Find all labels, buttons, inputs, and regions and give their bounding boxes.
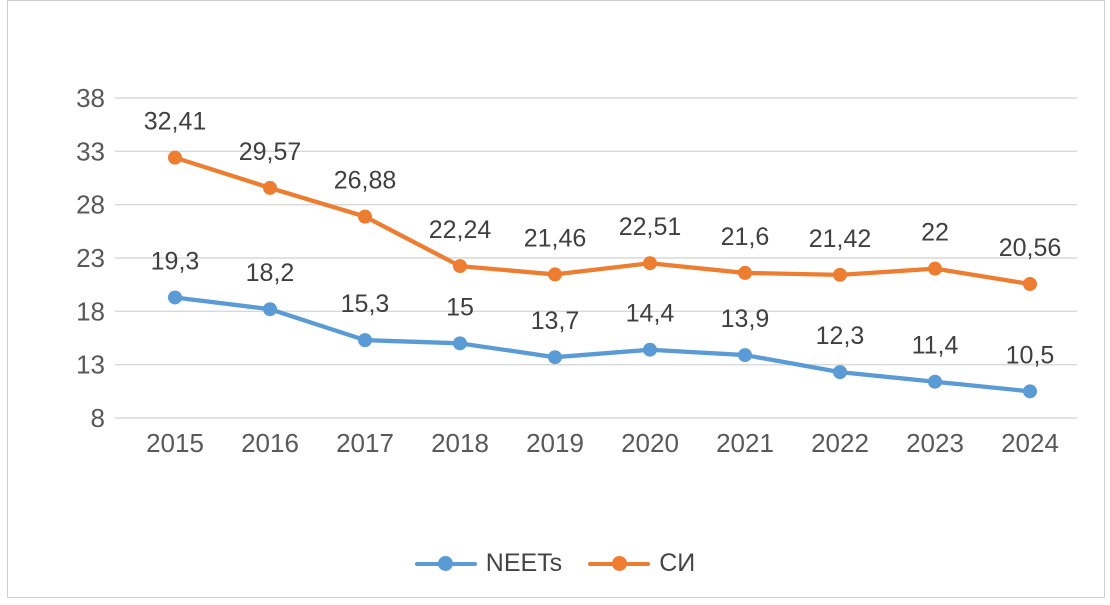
x-axis-category-label: 2018 <box>431 428 489 458</box>
data-point-label-NEETs: 13,9 <box>721 305 770 333</box>
data-point-marker-СИ <box>643 256 657 271</box>
data-point-marker-СИ <box>168 150 182 165</box>
x-axis-category-label: 2020 <box>621 428 679 458</box>
y-axis-tick-label: 38 <box>76 83 105 113</box>
data-point-marker-СИ <box>928 261 942 276</box>
data-point-label-NEETs: 18,2 <box>246 259 295 287</box>
data-point-label-NEETs: 14,4 <box>626 300 675 328</box>
x-axis-category-label: 2017 <box>336 428 394 458</box>
data-point-marker-СИ <box>738 265 752 280</box>
y-axis-tick-label: 23 <box>76 243 105 273</box>
data-point-marker-СИ <box>548 267 562 282</box>
data-point-marker-СИ <box>1023 277 1037 292</box>
data-point-label-СИ: 22,24 <box>429 216 492 244</box>
data-point-marker-NEETs <box>263 302 277 317</box>
data-point-label-NEETs: 12,3 <box>816 322 865 350</box>
data-point-marker-NEETs <box>548 350 562 365</box>
data-point-marker-СИ <box>453 259 467 274</box>
data-point-marker-NEETs <box>1023 384 1037 399</box>
legend-label: СИ <box>659 549 696 577</box>
data-point-marker-NEETs <box>833 365 847 380</box>
legend-label: NEETs <box>485 549 563 577</box>
x-axis-category-label: 2016 <box>241 428 299 458</box>
series-line-СИ <box>172 155 1033 287</box>
legend-dot <box>438 556 454 571</box>
data-point-label-СИ: 32,41 <box>144 108 207 136</box>
legend-line-marker-icon <box>588 555 651 572</box>
data-point-marker-NEETs <box>168 290 182 305</box>
data-point-marker-NEETs <box>358 333 372 348</box>
data-point-marker-СИ <box>833 267 847 282</box>
data-point-marker-NEETs <box>928 374 942 389</box>
y-axis-tick-label: 33 <box>76 136 105 166</box>
y-axis-tick-label: 28 <box>76 190 105 220</box>
x-axis-category-label: 2024 <box>1001 428 1059 458</box>
y-axis-tick-label: 18 <box>76 296 105 326</box>
data-point-marker-NEETs <box>453 336 467 351</box>
x-axis-category-label: 2019 <box>526 428 584 458</box>
series-line-NEETs <box>172 295 1033 394</box>
data-point-label-СИ: 29,57 <box>239 138 302 166</box>
data-point-marker-СИ <box>358 209 372 224</box>
data-point-label-СИ: 21,42 <box>809 225 872 253</box>
data-point-label-NEETs: 15 <box>446 293 474 321</box>
legend-item-neets: NEETs <box>414 549 563 578</box>
legend-item-si: СИ <box>588 549 695 578</box>
data-point-label-NEETs: 11,4 <box>912 332 959 360</box>
data-point-label-СИ: 22,51 <box>619 213 682 241</box>
data-point-label-NEETs: 10,5 <box>1006 341 1055 369</box>
data-point-label-NEETs: 19,3 <box>151 247 200 275</box>
data-point-marker-NEETs <box>643 342 657 357</box>
data-point-label-СИ: 21,6 <box>721 223 770 251</box>
data-point-label-СИ: 22 <box>921 219 949 247</box>
chart-legend: NEETs СИ <box>0 549 1110 578</box>
data-point-marker-СИ <box>263 180 277 195</box>
data-point-label-СИ: 21,46 <box>524 224 587 252</box>
legend-dot <box>611 556 627 571</box>
x-axis-category-label: 2015 <box>146 428 204 458</box>
data-point-label-СИ: 26,88 <box>334 167 397 195</box>
x-axis-category-label: 2021 <box>716 428 774 458</box>
y-axis-tick-label: 8 <box>91 403 105 433</box>
x-axis-category-label: 2022 <box>811 428 869 458</box>
data-point-label-NEETs: 13,7 <box>531 307 580 335</box>
data-point-label-NEETs: 15,3 <box>341 290 390 318</box>
legend-line-marker-icon <box>414 555 477 572</box>
data-point-marker-NEETs <box>738 348 752 363</box>
data-point-label-СИ: 20,56 <box>999 234 1062 262</box>
x-axis-category-label: 2023 <box>906 428 964 458</box>
y-axis-tick-label: 13 <box>76 350 105 380</box>
